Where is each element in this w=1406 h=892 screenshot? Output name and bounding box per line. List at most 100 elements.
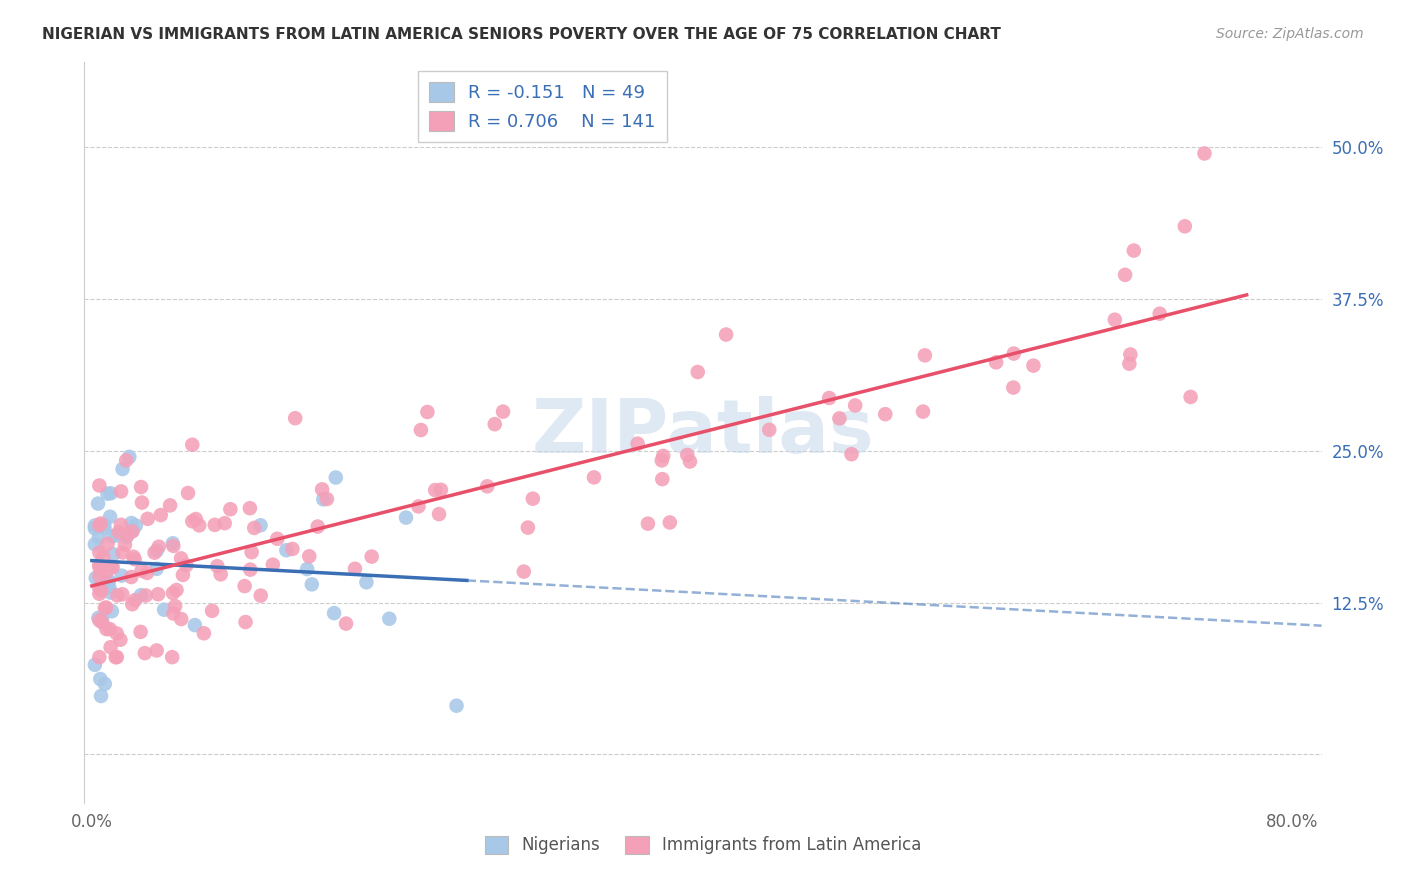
Point bbox=[1119, 347, 1142, 361]
Point bbox=[89, 672, 111, 686]
Point bbox=[111, 568, 134, 582]
Point bbox=[513, 565, 536, 579]
Point bbox=[582, 470, 605, 484]
Point bbox=[1180, 390, 1202, 404]
Point bbox=[83, 537, 105, 551]
Point bbox=[356, 575, 378, 590]
Point bbox=[91, 612, 114, 626]
Point bbox=[129, 588, 152, 602]
Point bbox=[135, 589, 157, 603]
Point bbox=[90, 689, 112, 703]
Point bbox=[100, 640, 122, 655]
Point bbox=[97, 574, 120, 588]
Point bbox=[240, 545, 263, 559]
Point bbox=[125, 518, 148, 533]
Point bbox=[101, 560, 124, 574]
Point bbox=[204, 517, 226, 532]
Point bbox=[714, 327, 737, 342]
Point bbox=[96, 600, 118, 615]
Point bbox=[89, 650, 111, 665]
Point bbox=[1114, 268, 1136, 282]
Point bbox=[425, 483, 447, 497]
Point bbox=[841, 447, 863, 461]
Point bbox=[121, 597, 143, 611]
Point bbox=[84, 571, 107, 585]
Point bbox=[651, 453, 673, 467]
Point bbox=[301, 577, 323, 591]
Point bbox=[97, 574, 120, 589]
Point bbox=[165, 599, 187, 613]
Point bbox=[233, 579, 256, 593]
Point bbox=[146, 587, 169, 601]
Point bbox=[136, 566, 159, 580]
Point bbox=[686, 365, 709, 379]
Point bbox=[83, 518, 105, 533]
Point bbox=[89, 545, 111, 559]
Point bbox=[243, 521, 266, 535]
Point bbox=[100, 486, 122, 500]
Point bbox=[1194, 146, 1216, 161]
Point bbox=[181, 438, 204, 452]
Point bbox=[136, 512, 159, 526]
Point bbox=[115, 453, 138, 467]
Point bbox=[235, 615, 257, 629]
Point bbox=[94, 601, 117, 615]
Point bbox=[83, 521, 105, 535]
Point bbox=[93, 549, 115, 564]
Point bbox=[89, 582, 111, 596]
Point bbox=[307, 519, 329, 533]
Point bbox=[89, 613, 111, 627]
Point bbox=[430, 483, 453, 497]
Point bbox=[828, 411, 851, 425]
Point bbox=[295, 562, 318, 576]
Point bbox=[284, 411, 307, 425]
Point bbox=[117, 527, 139, 541]
Point bbox=[914, 348, 936, 362]
Point bbox=[105, 626, 128, 640]
Point bbox=[87, 497, 110, 511]
Point bbox=[162, 536, 184, 550]
Point bbox=[408, 500, 430, 514]
Point bbox=[121, 524, 143, 538]
Point bbox=[91, 615, 114, 630]
Point bbox=[122, 549, 145, 564]
Point bbox=[651, 472, 673, 486]
Point bbox=[844, 399, 866, 413]
Point bbox=[101, 604, 124, 618]
Point bbox=[90, 583, 112, 598]
Point bbox=[427, 507, 450, 521]
Point bbox=[110, 632, 132, 647]
Point bbox=[90, 560, 112, 574]
Point bbox=[1002, 346, 1025, 360]
Point bbox=[89, 569, 111, 583]
Point bbox=[149, 508, 172, 522]
Point bbox=[1118, 357, 1140, 371]
Point bbox=[166, 582, 188, 597]
Point bbox=[281, 541, 304, 556]
Point bbox=[100, 559, 122, 574]
Point bbox=[676, 448, 699, 462]
Point bbox=[162, 607, 184, 621]
Point bbox=[124, 552, 146, 566]
Point bbox=[115, 530, 138, 544]
Legend: Nigerians, Immigrants from Latin America: Nigerians, Immigrants from Latin America bbox=[478, 829, 928, 861]
Point bbox=[101, 529, 124, 543]
Point bbox=[162, 586, 184, 600]
Point bbox=[105, 528, 128, 542]
Point bbox=[477, 479, 499, 493]
Point bbox=[209, 567, 232, 582]
Point bbox=[120, 516, 142, 530]
Point bbox=[107, 525, 129, 540]
Point bbox=[98, 622, 121, 636]
Point bbox=[176, 558, 198, 573]
Point bbox=[184, 618, 207, 632]
Point bbox=[343, 562, 366, 576]
Point bbox=[131, 495, 153, 509]
Point bbox=[658, 516, 681, 530]
Point bbox=[214, 516, 236, 531]
Point bbox=[129, 624, 152, 639]
Point bbox=[818, 391, 841, 405]
Point bbox=[249, 518, 271, 533]
Point bbox=[145, 543, 167, 558]
Point bbox=[652, 449, 675, 463]
